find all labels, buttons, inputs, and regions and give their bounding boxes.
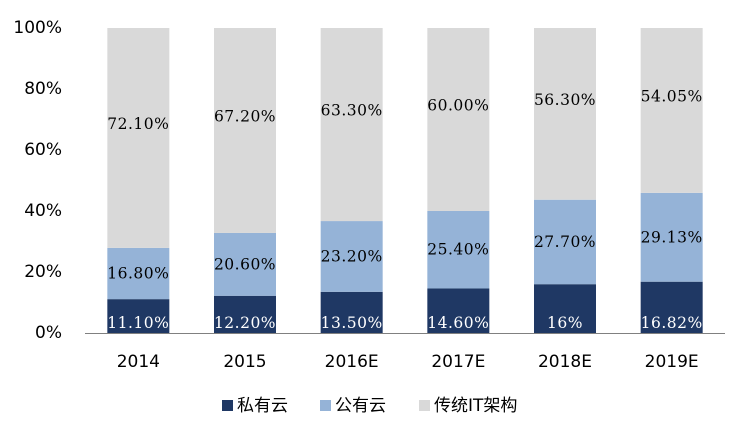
bar-segment [534, 28, 596, 200]
data-label: 13.50% [321, 314, 383, 332]
legend-label: 私有云 [237, 396, 288, 416]
legend-label: 公有云 [335, 396, 386, 416]
bar-segment [214, 295, 276, 333]
data-label: 60.00% [427, 97, 489, 115]
legend-swatch [419, 400, 430, 411]
bar-segment [534, 284, 596, 333]
y-tick-label: 20% [24, 262, 62, 282]
y-tick-labels: 0% 20% 40% 60% 80% 100% [13, 18, 62, 343]
bar-segment [107, 247, 170, 300]
y-tick-label: 0% [35, 323, 62, 343]
bar-segment [427, 211, 490, 289]
bar-segment [320, 291, 383, 333]
data-label: 72.10% [107, 115, 169, 133]
data-label: 11.10% [107, 314, 169, 332]
y-tick-label: 80% [24, 79, 62, 99]
data-label: 14.60% [427, 314, 489, 332]
bars-layer [107, 28, 703, 333]
x-tick-label: 2018E [538, 352, 592, 372]
bar-segment [107, 299, 170, 333]
data-label: 27.70% [534, 233, 596, 251]
x-tick-labels: 2014 2015 2016E 2017E 2018E 2019E [117, 352, 699, 372]
legend-label: 传统IT架构 [434, 396, 517, 416]
data-label: 16.80% [107, 265, 169, 283]
data-label: 29.13% [641, 228, 703, 246]
legend: 私有云 公有云 传统IT架构 [222, 396, 517, 416]
data-label: 20.60% [214, 255, 276, 273]
data-label: 67.20% [214, 107, 276, 125]
data-label: 25.40% [427, 241, 489, 259]
bar-segment [640, 28, 703, 193]
data-label: 54.05% [641, 87, 703, 105]
data-label: 23.20% [321, 247, 383, 265]
legend-swatch [222, 400, 233, 411]
x-tick-label: 2017E [431, 352, 485, 372]
bar-segment [534, 199, 596, 285]
bar-segment [320, 221, 383, 292]
y-tick-label: 60% [24, 140, 62, 160]
data-label: 56.30% [534, 91, 596, 109]
bar-segment [640, 281, 703, 333]
y-tick-label: 40% [24, 201, 62, 221]
bar-segment [427, 28, 490, 211]
data-label: 12.20% [214, 314, 276, 332]
x-tick-label: 2016E [325, 352, 379, 372]
bar-segment [427, 288, 490, 333]
bar-segment [214, 232, 276, 296]
data-label: 16.82% [641, 314, 703, 332]
data-label: 63.30% [321, 102, 383, 120]
x-tick-label: 2019E [645, 352, 699, 372]
x-tick-label: 2014 [117, 352, 160, 372]
bar-segment [214, 28, 276, 233]
y-tick-label: 100% [13, 18, 62, 38]
x-tick-label: 2015 [223, 352, 266, 372]
legend-swatch [320, 400, 331, 411]
bar-segment [640, 192, 703, 282]
data-label: 16% [547, 314, 583, 332]
data-labels-layer: 11.10% 16.80% 72.10% 12.20% 20.60% 67.20% 13.5… [107, 87, 702, 332]
bar-segment [107, 28, 170, 248]
bar-segment [320, 28, 383, 222]
